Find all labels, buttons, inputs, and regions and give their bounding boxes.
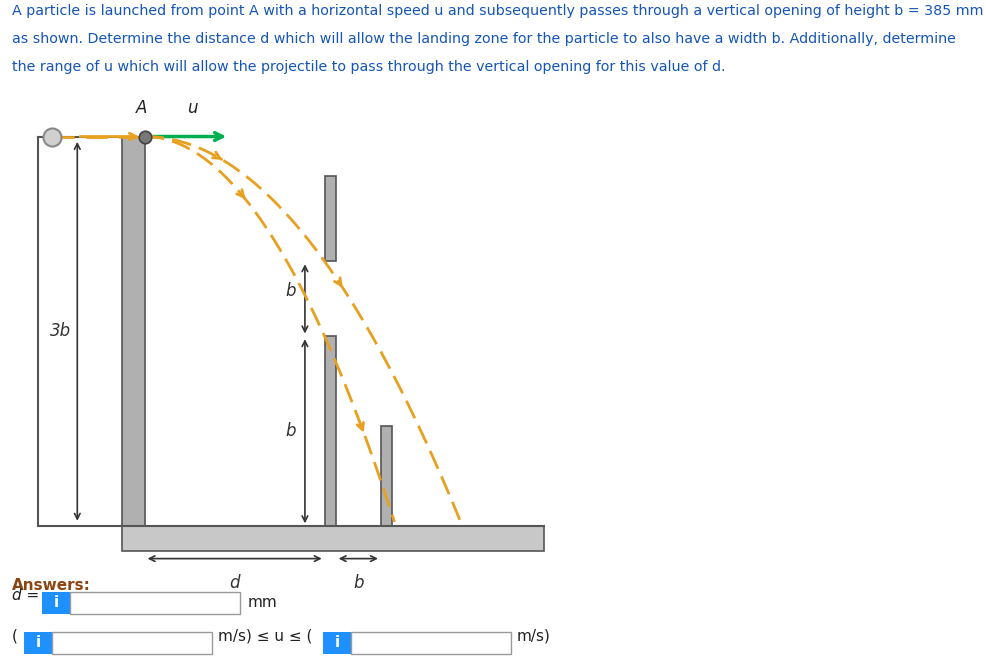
Text: m/s): m/s) (517, 629, 551, 643)
FancyBboxPatch shape (324, 176, 336, 262)
FancyBboxPatch shape (324, 336, 336, 526)
Text: Answers:: Answers: (12, 578, 91, 593)
FancyBboxPatch shape (24, 632, 52, 654)
Text: u: u (187, 99, 198, 117)
Text: mm: mm (248, 595, 278, 610)
Text: d: d (230, 573, 240, 591)
FancyBboxPatch shape (351, 632, 511, 654)
Text: i: i (35, 635, 40, 651)
FancyBboxPatch shape (323, 632, 351, 654)
FancyBboxPatch shape (122, 526, 544, 551)
Text: i: i (53, 595, 58, 610)
Text: b: b (353, 573, 364, 591)
Text: 3b: 3b (50, 322, 71, 340)
FancyBboxPatch shape (381, 426, 392, 526)
FancyBboxPatch shape (70, 592, 240, 614)
Text: A: A (136, 99, 148, 117)
Text: the range of u which will allow the projectile to pass through the vertical open: the range of u which will allow the proj… (12, 60, 726, 74)
Text: b: b (286, 282, 296, 300)
Text: d =: d = (12, 588, 44, 603)
Text: i: i (334, 635, 339, 651)
Text: m/s) ≤ u ≤ (: m/s) ≤ u ≤ ( (218, 629, 313, 643)
Text: A particle is launched from point A with a horizontal speed u and subsequently p: A particle is launched from point A with… (12, 4, 983, 18)
Text: b: b (286, 422, 296, 440)
Text: (: ( (12, 629, 18, 643)
FancyBboxPatch shape (52, 632, 212, 654)
FancyBboxPatch shape (122, 137, 145, 526)
Text: as shown. Determine the distance d which will allow the landing zone for the par: as shown. Determine the distance d which… (12, 32, 955, 46)
FancyBboxPatch shape (42, 592, 70, 614)
Text: A particle is launched from point                           with a horizontal sp: A particle is launched from point with a… (12, 17, 986, 31)
